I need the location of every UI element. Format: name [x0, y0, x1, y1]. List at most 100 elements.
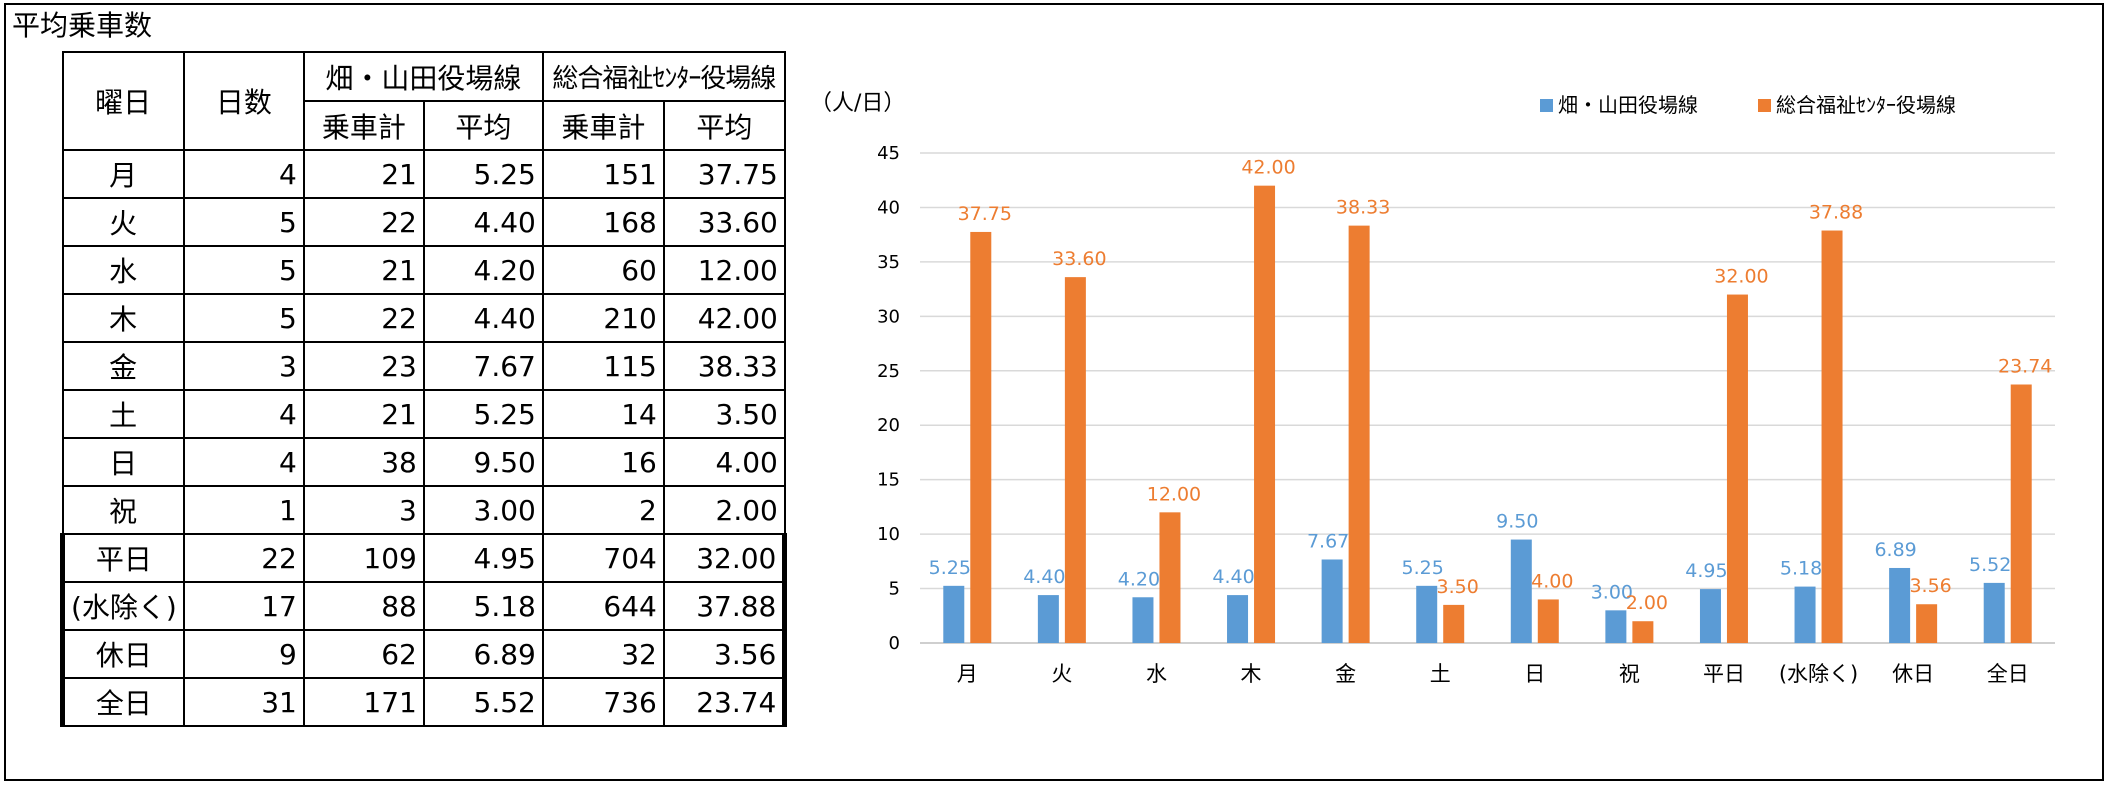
cell-weekday: 火	[61, 197, 185, 247]
data-label: 23.74	[1998, 355, 2052, 377]
cell-line2-avg: 23.74	[662, 677, 788, 727]
bar-line2	[1064, 277, 1086, 643]
cell-line2-total: 151	[541, 149, 665, 199]
cell-line2-total: 644	[541, 581, 665, 631]
cell-weekday: 水	[61, 245, 185, 295]
cell-line1-avg: 7.67	[422, 341, 544, 391]
bar-line1	[1321, 559, 1343, 643]
table-row: 火 5 22 4.40 168 33.60	[61, 197, 786, 247]
cell-line2-avg: 38.33	[662, 341, 786, 391]
header-line2-avg: 平均	[662, 100, 786, 151]
cell-weekday: 休日	[59, 629, 185, 679]
cell-weekday: 全日	[59, 677, 185, 727]
data-label: 4.40	[1212, 566, 1254, 588]
cell-line2-total: 14	[541, 389, 665, 439]
cell-line2-avg: 37.88	[662, 581, 788, 631]
table-row: 平日 22 109 4.95 704 32.00	[59, 533, 788, 583]
cell-line1-avg: 5.18	[422, 581, 544, 631]
page-title: 平均乗車数	[12, 9, 153, 42]
table-row: 木 5 22 4.40 210 42.00	[61, 293, 786, 343]
cell-line2-total: 16	[541, 437, 665, 487]
bar-line2	[1159, 512, 1181, 643]
cell-line1-avg: 5.25	[422, 149, 544, 199]
x-tick-label: 水	[1146, 662, 1167, 686]
y-tick-label: 25	[877, 361, 900, 382]
cell-line1-total: 38	[302, 437, 425, 487]
cell-days: 31	[182, 677, 305, 727]
cell-weekday: 日	[61, 437, 185, 487]
legend-label: 総合福祉ｾﾝﾀｰ役場線	[1776, 93, 1956, 117]
x-tick-label: 全日	[1987, 662, 2029, 686]
data-label: 4.40	[1023, 566, 1065, 588]
cell-line2-avg: 42.00	[662, 293, 786, 343]
bar-line1	[1037, 595, 1059, 643]
header-weekday: 曜日	[61, 51, 185, 151]
bar-line2	[1726, 294, 1748, 643]
cell-line2-avg: 4.00	[662, 437, 786, 487]
cell-line2-total: 32	[541, 629, 665, 679]
cell-weekday: 月	[61, 149, 185, 199]
data-label: 5.52	[1969, 554, 2011, 576]
cell-line2-avg: 37.75	[662, 149, 786, 199]
bar-line2	[970, 231, 992, 643]
cell-days: 5	[182, 293, 305, 343]
bar-line2	[1348, 225, 1370, 643]
y-tick-label: 30	[877, 306, 900, 327]
data-label: 4.00	[1531, 570, 1573, 592]
cell-line2-total: 210	[541, 293, 665, 343]
cell-weekday: 金	[61, 341, 185, 391]
cell-days: 3	[182, 341, 305, 391]
bar-line2	[1821, 230, 1843, 644]
y-axis-title: （人/日）	[810, 91, 905, 116]
table-row: 祝 1 3 3.00 2 2.00	[61, 485, 786, 535]
data-label: 3.00	[1591, 581, 1633, 603]
data-label: 42.00	[1241, 157, 1295, 179]
table-row: 全日 31 171 5.52 736 23.74	[59, 677, 788, 727]
cell-line1-avg: 4.40	[422, 197, 544, 247]
cell-line1-avg: 4.40	[422, 293, 544, 343]
bar-line2	[1537, 599, 1559, 643]
bar-line1	[1510, 539, 1532, 643]
cell-line1-avg: 6.89	[422, 629, 544, 679]
cell-line2-total: 2	[541, 485, 665, 535]
x-tick-label: 祝	[1619, 662, 1640, 686]
y-tick-label: 0	[889, 633, 900, 654]
cell-days: 22	[182, 533, 305, 583]
cell-days: 5	[182, 197, 305, 247]
cell-line1-total: 3	[302, 485, 425, 535]
cell-line2-avg: 3.56	[662, 629, 788, 679]
bar-line2	[2010, 384, 2032, 643]
x-tick-label: 金	[1335, 662, 1356, 686]
bar-line2	[1916, 604, 1938, 643]
cell-line2-total: 60	[541, 245, 665, 295]
cell-line2-avg: 3.50	[662, 389, 786, 439]
header-line2: 総合福祉ｾﾝﾀｰ役場線	[541, 51, 786, 102]
x-tick-label: 木	[1241, 662, 1262, 686]
cell-line1-total: 88	[302, 581, 425, 631]
y-tick-label: 10	[877, 524, 900, 545]
x-tick-label: 休日	[1892, 662, 1934, 686]
cell-line2-total: 736	[541, 677, 665, 727]
cell-line2-total: 704	[541, 533, 665, 583]
x-tick-label: 月	[957, 662, 978, 686]
sheet-frame	[4, 3, 2104, 781]
cell-line2-total: 168	[541, 197, 665, 247]
cell-weekday: 祝	[61, 485, 185, 535]
y-tick-label: 45	[877, 143, 900, 164]
cell-line1-total: 22	[302, 197, 425, 247]
cell-weekday: (水除く)	[59, 581, 185, 631]
header-line2-total: 乗車計	[541, 100, 665, 151]
table-row: 休日 9 62 6.89 32 3.56	[59, 629, 788, 679]
bar-line1	[1983, 582, 2005, 643]
data-label: 3.50	[1437, 576, 1479, 598]
table-row: 日 4 38 9.50 16 4.00	[61, 437, 786, 487]
cell-days: 1	[182, 485, 305, 535]
cell-weekday: 木	[61, 293, 185, 343]
bar-line1	[1227, 595, 1249, 643]
header-line1-avg: 平均	[422, 100, 544, 151]
legend-swatch	[1758, 99, 1771, 112]
cell-line1-total: 21	[302, 245, 425, 295]
data-label: 4.95	[1685, 560, 1727, 582]
data-label: 5.25	[1402, 557, 1444, 579]
cell-line2-avg: 12.00	[662, 245, 786, 295]
